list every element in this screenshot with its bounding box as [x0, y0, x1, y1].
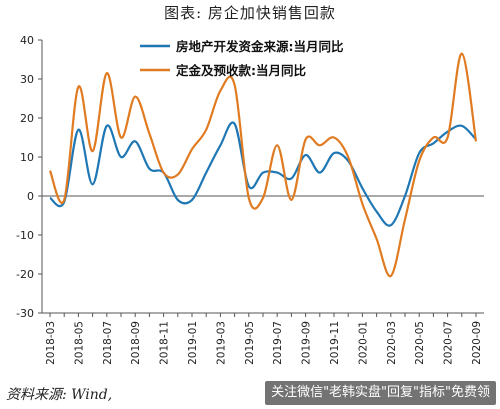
x-tick-label: 2019-11 — [329, 321, 341, 365]
x-tick-label: 2018-05 — [73, 321, 85, 365]
y-tick-label: -10 — [16, 229, 34, 242]
x-tick-label: 2019-03 — [215, 321, 227, 365]
x-tick-label: 2019-07 — [272, 321, 284, 365]
watermark-banner: 关注微信"老韩实盘"回复"指标"免费领 — [265, 381, 496, 405]
y-tick-label: -20 — [16, 268, 34, 281]
y-tick-label: 10 — [20, 151, 34, 164]
x-tick-label: 2020-03 — [386, 321, 398, 365]
source-note: 资料来源: Wind, — [6, 387, 113, 403]
x-tick-label: 2019-09 — [301, 321, 313, 365]
chart-title: 图表: 房企加快销售回款 — [164, 4, 336, 22]
x-tick-label: 2020-07 — [443, 321, 455, 365]
x-tick-label: 2019-01 — [187, 321, 199, 365]
y-tick-label: 20 — [20, 112, 34, 125]
y-tick-label: 0 — [27, 190, 34, 203]
y-tick-label: 30 — [20, 73, 34, 86]
x-tick-label: 2020-01 — [357, 321, 369, 365]
x-tick-label: 2020-09 — [471, 321, 483, 365]
series-lines — [48, 52, 478, 278]
chart-axes: -30 -20 -10 0 10 20 30 40 2018-03 2018-05 2018-07 2… — [16, 34, 484, 365]
y-tick-label: -30 — [16, 307, 34, 320]
x-tick-label: 2018-03 — [45, 321, 57, 365]
legend-label-1: 房地产开发资金来源:当月同比 — [176, 39, 344, 54]
x-tick-label: 2018-09 — [130, 321, 142, 365]
line-chart: -30 -20 -10 0 10 20 30 40 2018-03 2018-05 2018-07 2… — [16, 34, 484, 365]
legend-label-2: 定金及预收款:当月同比 — [175, 63, 306, 78]
series-line-2 — [48, 52, 478, 278]
x-tick-label: 2020-05 — [414, 321, 426, 365]
y-tick-label: 40 — [20, 34, 34, 47]
x-tick-label: 2018-11 — [159, 321, 171, 365]
x-tick-label: 2018-07 — [102, 321, 114, 365]
series-line-1 — [49, 121, 477, 227]
x-tick-label: 2019-05 — [244, 321, 256, 365]
